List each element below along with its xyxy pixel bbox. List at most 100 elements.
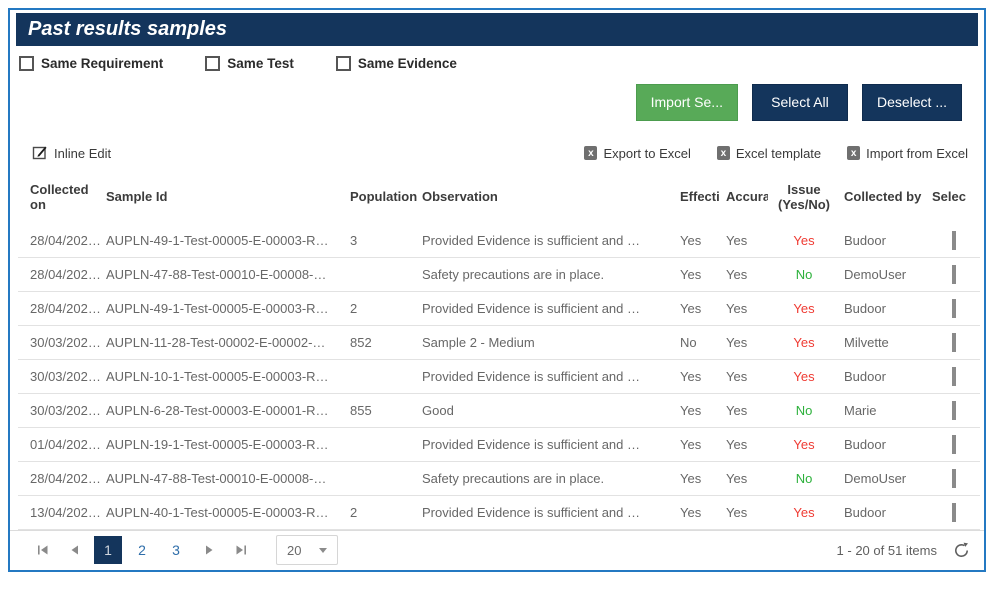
cell-collected-by: Budoor (840, 495, 928, 530)
cell-population (346, 359, 418, 394)
past-results-panel: Past results samples Same Requirement Sa… (8, 8, 986, 572)
cell-observation: Provided Evidence is sufficient and … (418, 495, 676, 530)
excel-template-label: Excel template (735, 145, 822, 161)
cell-accurate: Yes (722, 291, 768, 326)
cell-collected-by: Milvette (840, 325, 928, 360)
excel-template-button[interactable]: x Excel template (716, 145, 822, 161)
cell-accurate: Yes (722, 359, 768, 394)
page-3-button[interactable]: 3 (172, 542, 180, 559)
chevron-down-icon (319, 547, 327, 553)
export-to-excel-button[interactable]: x Export to Excel (584, 145, 691, 161)
cell-observation: Provided Evidence is sufficient and … (418, 359, 676, 394)
cell-accurate: Yes (722, 495, 768, 530)
cell-issue: No (768, 393, 840, 428)
table-header-row: Collected on Sample Id Population Observ… (18, 176, 980, 224)
header-population[interactable]: Population (350, 189, 418, 205)
cell-accurate: Yes (722, 223, 768, 258)
table-row: 28/04/202… AUPLN-47-88-Test-00010-E-0000… (18, 257, 980, 292)
row-select-checkbox[interactable] (952, 400, 956, 420)
cell-sample-id: AUPLN-49-1-Test-00005-E-00003-R… (102, 291, 346, 326)
cell-effective: Yes (676, 257, 722, 292)
excel-tools: x Export to Excel x Excel template x Imp… (584, 146, 968, 161)
cell-sample-id: AUPLN-47-88-Test-00010-E-00008-… (102, 461, 346, 496)
previous-page-button[interactable] (62, 537, 88, 563)
row-select-checkbox[interactable] (952, 366, 956, 386)
row-select-checkbox[interactable] (952, 298, 956, 318)
row-select-checkbox[interactable] (952, 264, 956, 284)
cell-collected-by: Budoor (840, 359, 928, 394)
cell-sample-id: AUPLN-6-28-Test-00003-E-00001-R… (102, 393, 346, 428)
cell-issue: Yes (768, 223, 840, 258)
same-test-label: Same Test (227, 56, 294, 71)
cell-collected-on: 28/04/202… (18, 291, 102, 326)
cell-collected-on: 28/04/202… (18, 461, 102, 496)
header-select[interactable]: Selec (932, 189, 966, 205)
page-size-value: 20 (287, 542, 302, 558)
items-range-label: 1 - 20 of 51 items (836, 542, 937, 558)
cell-population: 3 (346, 223, 418, 258)
pagination-bar: 1 2 3 20 1 - 20 of 51 items (10, 529, 984, 570)
cell-issue: No (768, 257, 840, 292)
cell-effective: Yes (676, 291, 722, 326)
same-evidence-checkbox[interactable] (335, 56, 351, 71)
header-collected-on[interactable]: Collected on (30, 181, 89, 212)
import-selected-button[interactable]: Import Se... (635, 83, 738, 121)
header-issue[interactable]: Issue (Yes/No) (777, 181, 830, 212)
cell-effective: Yes (676, 495, 722, 530)
cell-sample-id: AUPLN-19-1-Test-00005-E-00003-R… (102, 427, 346, 462)
page-2-button[interactable]: 2 (138, 542, 146, 559)
table-row: 28/04/202… AUPLN-49-1-Test-00005-E-00003… (18, 223, 980, 258)
cell-observation: Safety precautions are in place. (418, 461, 676, 496)
export-to-excel-label: Export to Excel (603, 145, 691, 161)
cell-collected-on: 28/04/202… (18, 257, 102, 292)
header-collected-by[interactable]: Collected by (844, 189, 922, 205)
cell-sample-id: AUPLN-47-88-Test-00010-E-00008-… (102, 257, 346, 292)
cell-effective: Yes (676, 359, 722, 394)
cell-collected-on: 30/03/202… (18, 393, 102, 428)
excel-file-icon: x (584, 146, 598, 161)
page-size-dropdown[interactable]: 20 (276, 535, 338, 566)
cell-sample-id: AUPLN-49-1-Test-00005-E-00003-R… (102, 223, 346, 258)
first-page-button[interactable] (30, 537, 56, 563)
excel-file-icon: x (716, 146, 730, 161)
cell-observation: Good (418, 393, 676, 428)
header-accurate[interactable]: Accura (726, 189, 768, 205)
cell-population: 2 (346, 495, 418, 530)
row-select-checkbox[interactable] (952, 230, 956, 250)
last-page-button[interactable] (228, 537, 254, 563)
table-row: 01/04/202… AUPLN-19-1-Test-00005-E-00003… (18, 427, 980, 462)
cell-issue: Yes (768, 495, 840, 530)
header-observation[interactable]: Observation (422, 189, 498, 205)
row-select-checkbox[interactable] (952, 332, 956, 352)
deselect-button[interactable]: Deselect ... (861, 83, 962, 121)
cell-population: 855 (346, 393, 418, 428)
filter-same-evidence[interactable]: Same Evidence (335, 56, 457, 71)
row-select-checkbox[interactable] (952, 502, 956, 522)
filter-same-requirement[interactable]: Same Requirement (19, 56, 163, 71)
cell-collected-by: Budoor (840, 427, 928, 462)
cell-observation: Provided Evidence is sufficient and … (418, 291, 676, 326)
select-all-button[interactable]: Select All (751, 83, 848, 121)
next-page-button[interactable] (196, 537, 222, 563)
row-select-checkbox[interactable] (952, 468, 956, 488)
inline-edit-button[interactable]: Inline Edit (32, 144, 111, 163)
cell-sample-id: AUPLN-40-1-Test-00005-E-00003-R… (102, 495, 346, 530)
cell-collected-on: 01/04/202… (18, 427, 102, 462)
cell-issue: Yes (768, 291, 840, 326)
import-from-excel-button[interactable]: x Import from Excel (847, 146, 968, 161)
same-requirement-label: Same Requirement (41, 56, 164, 71)
cell-accurate: Yes (722, 427, 768, 462)
page-1-button[interactable]: 1 (94, 536, 122, 565)
same-test-checkbox[interactable] (205, 56, 221, 71)
cell-sample-id: AUPLN-11-28-Test-00002-E-00002-… (102, 325, 346, 360)
row-select-checkbox[interactable] (952, 434, 956, 454)
refresh-icon[interactable] (953, 542, 970, 559)
cell-issue: No (768, 461, 840, 496)
header-effective[interactable]: Effecti (680, 189, 720, 205)
same-requirement-checkbox[interactable] (19, 56, 34, 71)
cell-issue: Yes (768, 325, 840, 360)
filter-same-test[interactable]: Same Test (205, 56, 294, 71)
cell-observation: Sample 2 - Medium (418, 325, 676, 360)
cell-effective: Yes (676, 461, 722, 496)
header-sample-id[interactable]: Sample Id (106, 189, 168, 205)
